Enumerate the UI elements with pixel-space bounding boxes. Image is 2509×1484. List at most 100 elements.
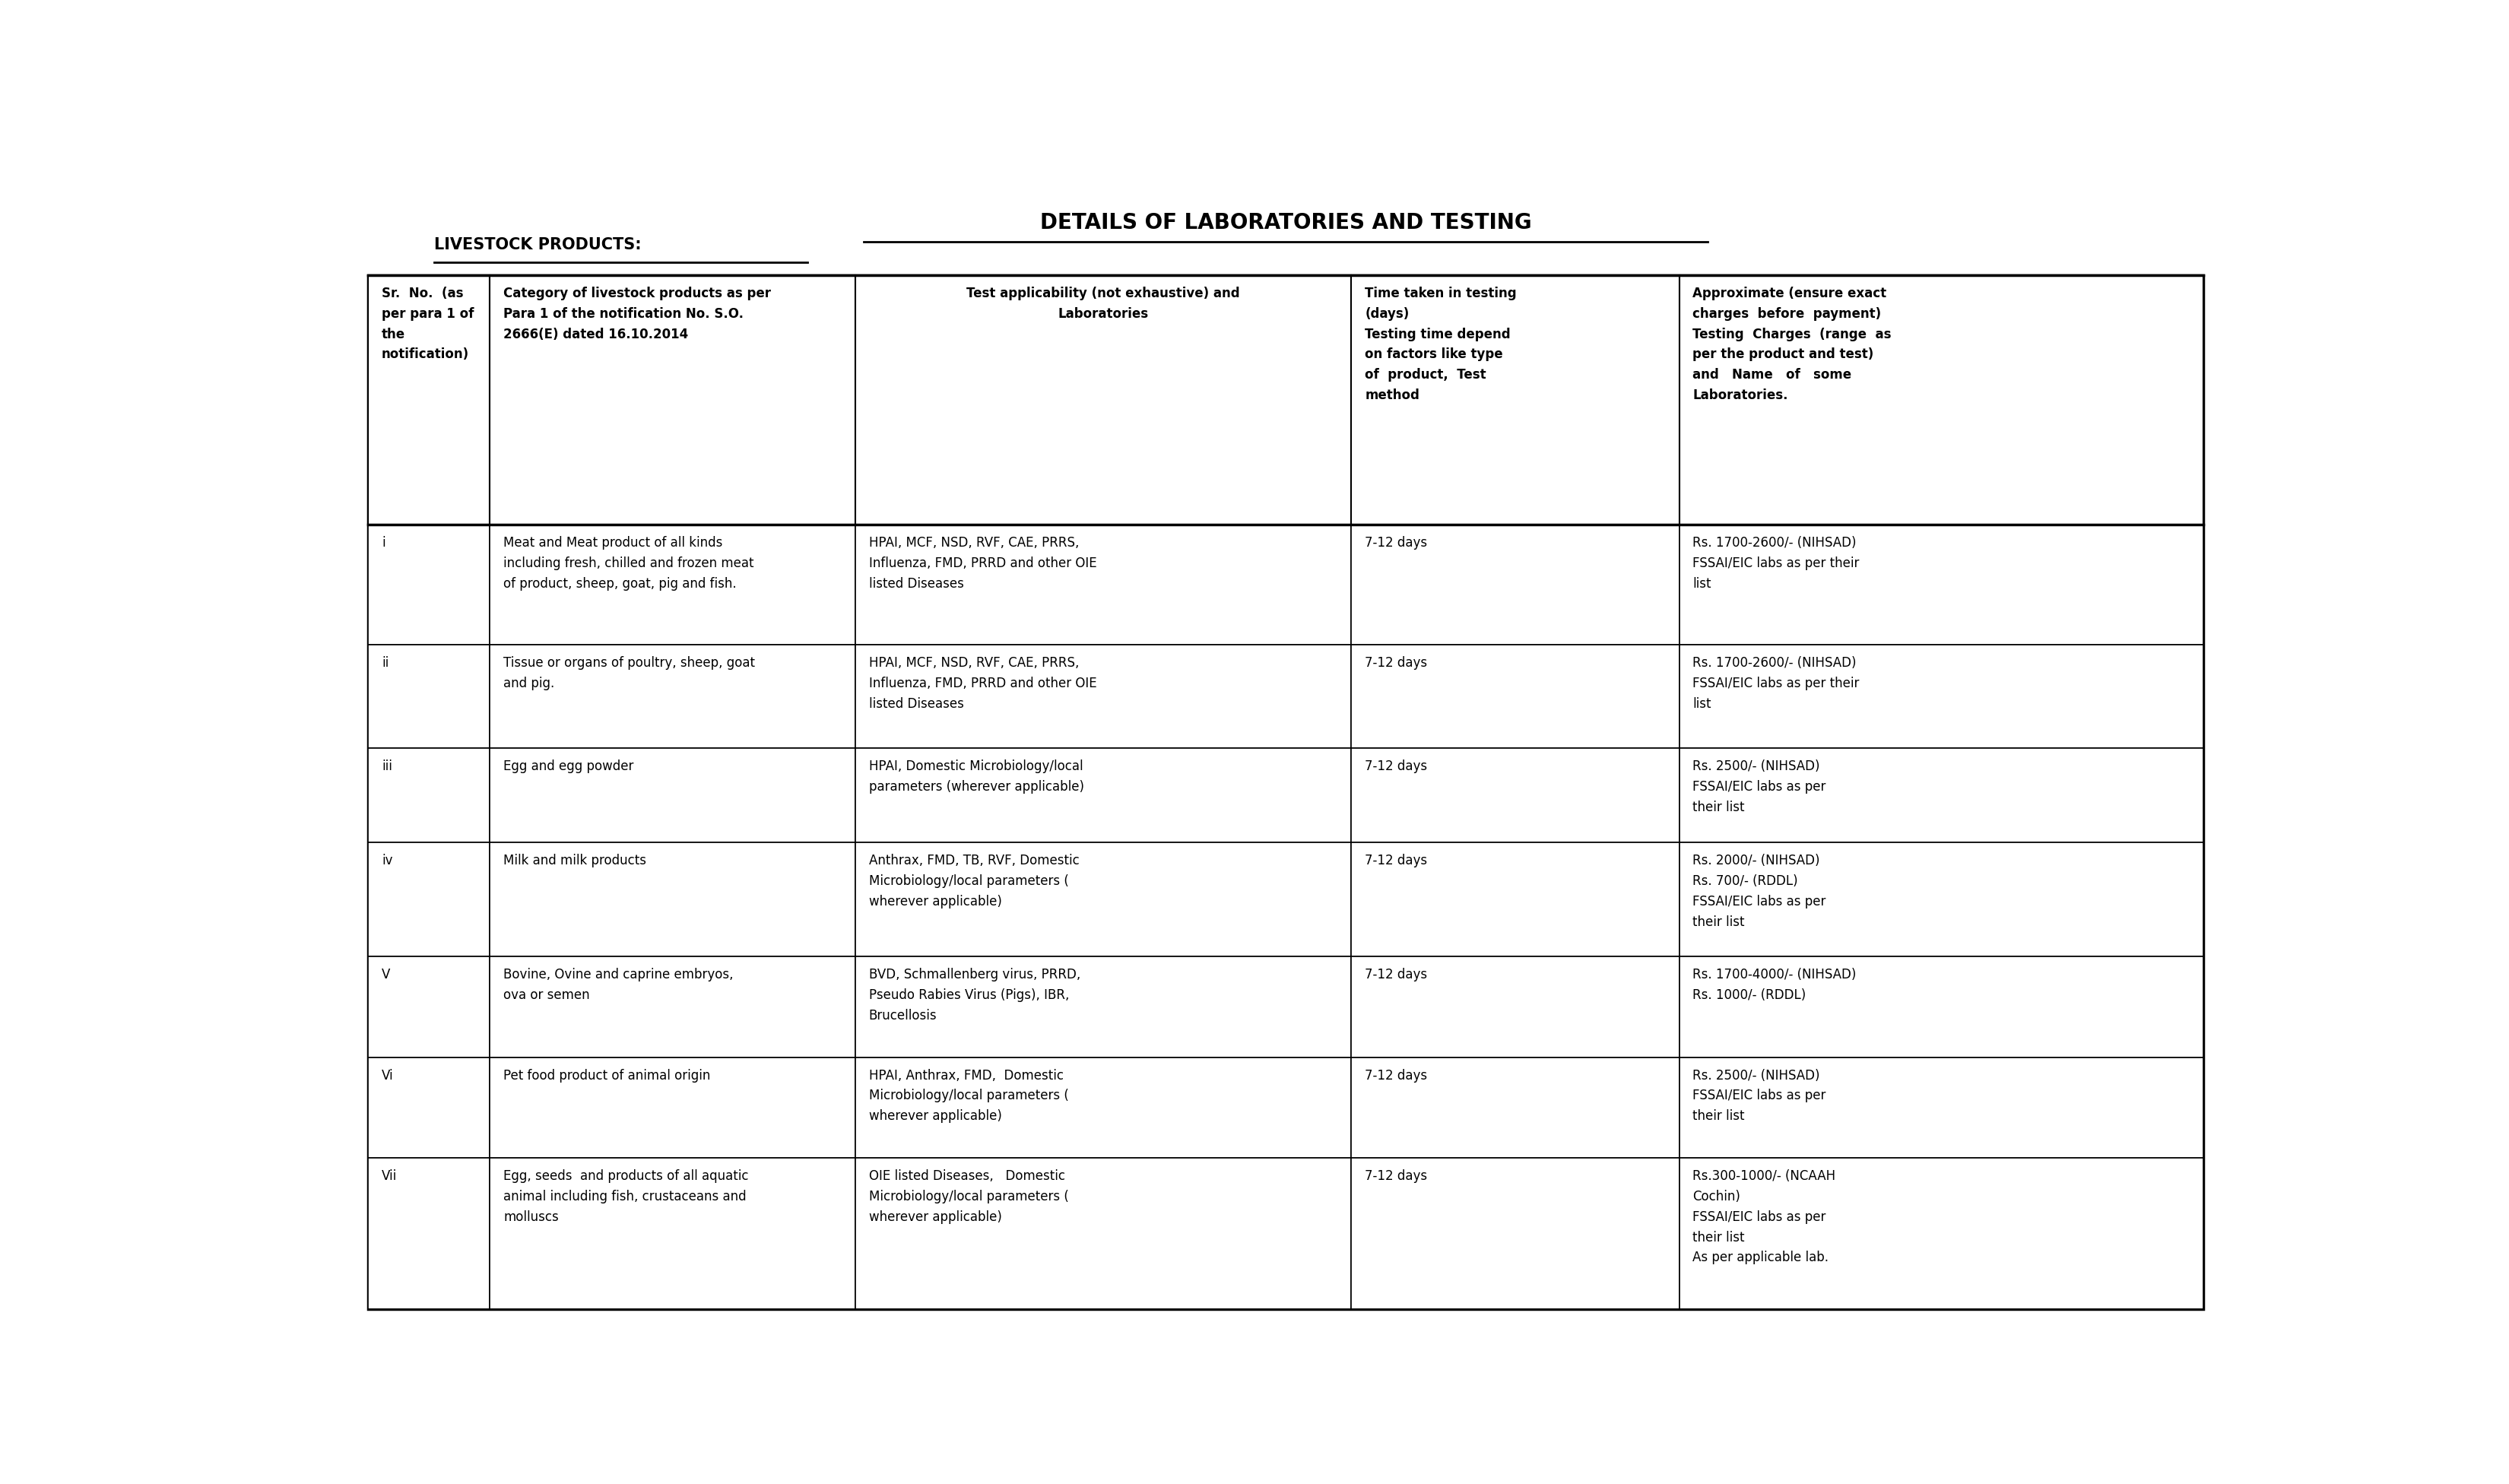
- Text: parameters (wherever applicable): parameters (wherever applicable): [868, 781, 1084, 794]
- Text: BVD, Schmallenberg virus, PRRD,: BVD, Schmallenberg virus, PRRD,: [868, 968, 1081, 981]
- Text: 7-12 days: 7-12 days: [1365, 1068, 1428, 1082]
- Bar: [1679, 1057, 2203, 1158]
- Text: and pig.: and pig.: [504, 677, 554, 690]
- Bar: [1352, 748, 1679, 843]
- Text: 7-12 days: 7-12 days: [1365, 855, 1428, 868]
- Bar: [856, 1158, 1352, 1309]
- Bar: [1679, 1158, 2203, 1309]
- Bar: [369, 525, 489, 646]
- Text: Pseudo Rabies Virus (Pigs), IBR,: Pseudo Rabies Virus (Pigs), IBR,: [868, 988, 1069, 1002]
- Text: Testing  Charges  (range  as: Testing Charges (range as: [1694, 328, 1892, 341]
- Bar: [489, 956, 856, 1057]
- Text: Time taken in testing: Time taken in testing: [1365, 286, 1518, 300]
- Text: ii: ii: [381, 656, 389, 669]
- Bar: [489, 748, 856, 843]
- Text: charges  before  payment): charges before payment): [1694, 307, 1882, 321]
- Text: Laboratories: Laboratories: [1059, 307, 1149, 321]
- Text: 7-12 days: 7-12 days: [1365, 656, 1428, 669]
- Text: Vi: Vi: [381, 1068, 394, 1082]
- Text: their list: their list: [1694, 916, 1744, 929]
- Text: Bovine, Ovine and caprine embryos,: Bovine, Ovine and caprine embryos,: [504, 968, 733, 981]
- Text: HPAI, Domestic Microbiology/local: HPAI, Domestic Microbiology/local: [868, 760, 1084, 773]
- Text: LIVESTOCK PRODUCTS:: LIVESTOCK PRODUCTS:: [434, 237, 642, 252]
- Text: Para 1 of the notification No. S.O.: Para 1 of the notification No. S.O.: [504, 307, 743, 321]
- Text: their list: their list: [1694, 800, 1744, 815]
- Text: including fresh, chilled and frozen meat: including fresh, chilled and frozen meat: [504, 556, 753, 570]
- Bar: [1679, 748, 2203, 843]
- Bar: [369, 748, 489, 843]
- Bar: [369, 275, 489, 525]
- Text: iii: iii: [381, 760, 391, 773]
- Text: Influenza, FMD, PRRD and other OIE: Influenza, FMD, PRRD and other OIE: [868, 677, 1096, 690]
- Text: Microbiology/local parameters (: Microbiology/local parameters (: [868, 874, 1069, 887]
- Text: As per applicable lab.: As per applicable lab.: [1694, 1251, 1829, 1264]
- Text: molluscs: molluscs: [504, 1209, 560, 1224]
- Text: Microbiology/local parameters (: Microbiology/local parameters (: [868, 1190, 1069, 1204]
- Text: and   Name   of   some: and Name of some: [1694, 368, 1852, 381]
- Bar: [1352, 843, 1679, 956]
- Text: wherever applicable): wherever applicable): [868, 1110, 1001, 1123]
- Bar: [369, 1057, 489, 1158]
- Bar: [369, 843, 489, 956]
- Bar: [369, 1158, 489, 1309]
- Bar: [1679, 275, 2203, 525]
- Bar: [856, 525, 1352, 646]
- Text: HPAI, MCF, NSD, RVF, CAE, PRRS,: HPAI, MCF, NSD, RVF, CAE, PRRS,: [868, 536, 1079, 549]
- Text: Rs. 1700-4000/- (NIHSAD): Rs. 1700-4000/- (NIHSAD): [1694, 968, 1857, 981]
- Text: their list: their list: [1694, 1110, 1744, 1123]
- Text: OIE listed Diseases,   Domestic: OIE listed Diseases, Domestic: [868, 1169, 1064, 1183]
- Bar: [1352, 1158, 1679, 1309]
- Text: animal including fish, crustaceans and: animal including fish, crustaceans and: [504, 1190, 748, 1204]
- Text: Rs. 700/- (RDDL): Rs. 700/- (RDDL): [1694, 874, 1799, 887]
- Text: on factors like type: on factors like type: [1365, 347, 1503, 361]
- Text: 7-12 days: 7-12 days: [1365, 1169, 1428, 1183]
- Text: FSSAI/EIC labs as per: FSSAI/EIC labs as per: [1694, 1089, 1827, 1103]
- Bar: [489, 646, 856, 748]
- Text: the: the: [381, 328, 406, 341]
- Text: FSSAI/EIC labs as per their: FSSAI/EIC labs as per their: [1694, 556, 1859, 570]
- Text: Laboratories.: Laboratories.: [1694, 389, 1789, 402]
- Text: method: method: [1365, 389, 1420, 402]
- Text: 7-12 days: 7-12 days: [1365, 536, 1428, 549]
- Bar: [489, 525, 856, 646]
- Text: Meat and Meat product of all kinds: Meat and Meat product of all kinds: [504, 536, 723, 549]
- Text: Rs. 1000/- (RDDL): Rs. 1000/- (RDDL): [1694, 988, 1806, 1002]
- Text: per para 1 of: per para 1 of: [381, 307, 474, 321]
- Text: (days): (days): [1365, 307, 1410, 321]
- Text: list: list: [1694, 577, 1711, 591]
- Text: their list: their list: [1694, 1230, 1744, 1244]
- Text: HPAI, Anthrax, FMD,  Domestic: HPAI, Anthrax, FMD, Domestic: [868, 1068, 1064, 1082]
- Text: Test applicability (not exhaustive) and: Test applicability (not exhaustive) and: [966, 286, 1239, 300]
- Text: 2666(E) dated 16.10.2014: 2666(E) dated 16.10.2014: [504, 328, 687, 341]
- Text: wherever applicable): wherever applicable): [868, 895, 1001, 908]
- Text: Rs. 1700-2600/- (NIHSAD): Rs. 1700-2600/- (NIHSAD): [1694, 656, 1857, 669]
- Text: FSSAI/EIC labs as per their: FSSAI/EIC labs as per their: [1694, 677, 1859, 690]
- Text: iv: iv: [381, 855, 394, 868]
- Text: Sr.  No.  (as: Sr. No. (as: [381, 286, 464, 300]
- Bar: [856, 1057, 1352, 1158]
- Bar: [856, 646, 1352, 748]
- Text: Egg, seeds  and products of all aquatic: Egg, seeds and products of all aquatic: [504, 1169, 748, 1183]
- Bar: [1352, 1057, 1679, 1158]
- Text: DETAILS OF LABORATORIES AND TESTING: DETAILS OF LABORATORIES AND TESTING: [1041, 212, 1530, 233]
- Bar: [1679, 956, 2203, 1057]
- Bar: [489, 843, 856, 956]
- Text: FSSAI/EIC labs as per: FSSAI/EIC labs as per: [1694, 895, 1827, 908]
- Text: listed Diseases: listed Diseases: [868, 697, 963, 711]
- Text: wherever applicable): wherever applicable): [868, 1209, 1001, 1224]
- Text: Microbiology/local parameters (: Microbiology/local parameters (: [868, 1089, 1069, 1103]
- Text: Rs.300-1000/- (NCAAH: Rs.300-1000/- (NCAAH: [1694, 1169, 1837, 1183]
- Text: Cochin): Cochin): [1694, 1190, 1741, 1204]
- Text: i: i: [381, 536, 386, 549]
- Bar: [856, 956, 1352, 1057]
- Text: Rs. 2000/- (NIHSAD): Rs. 2000/- (NIHSAD): [1694, 855, 1819, 868]
- Text: 7-12 days: 7-12 days: [1365, 968, 1428, 981]
- Bar: [856, 843, 1352, 956]
- Text: FSSAI/EIC labs as per: FSSAI/EIC labs as per: [1694, 1209, 1827, 1224]
- Text: Pet food product of animal origin: Pet food product of animal origin: [504, 1068, 710, 1082]
- Text: Anthrax, FMD, TB, RVF, Domestic: Anthrax, FMD, TB, RVF, Domestic: [868, 855, 1079, 868]
- Bar: [856, 748, 1352, 843]
- Text: listed Diseases: listed Diseases: [868, 577, 963, 591]
- Bar: [1679, 843, 2203, 956]
- Text: Vii: Vii: [381, 1169, 396, 1183]
